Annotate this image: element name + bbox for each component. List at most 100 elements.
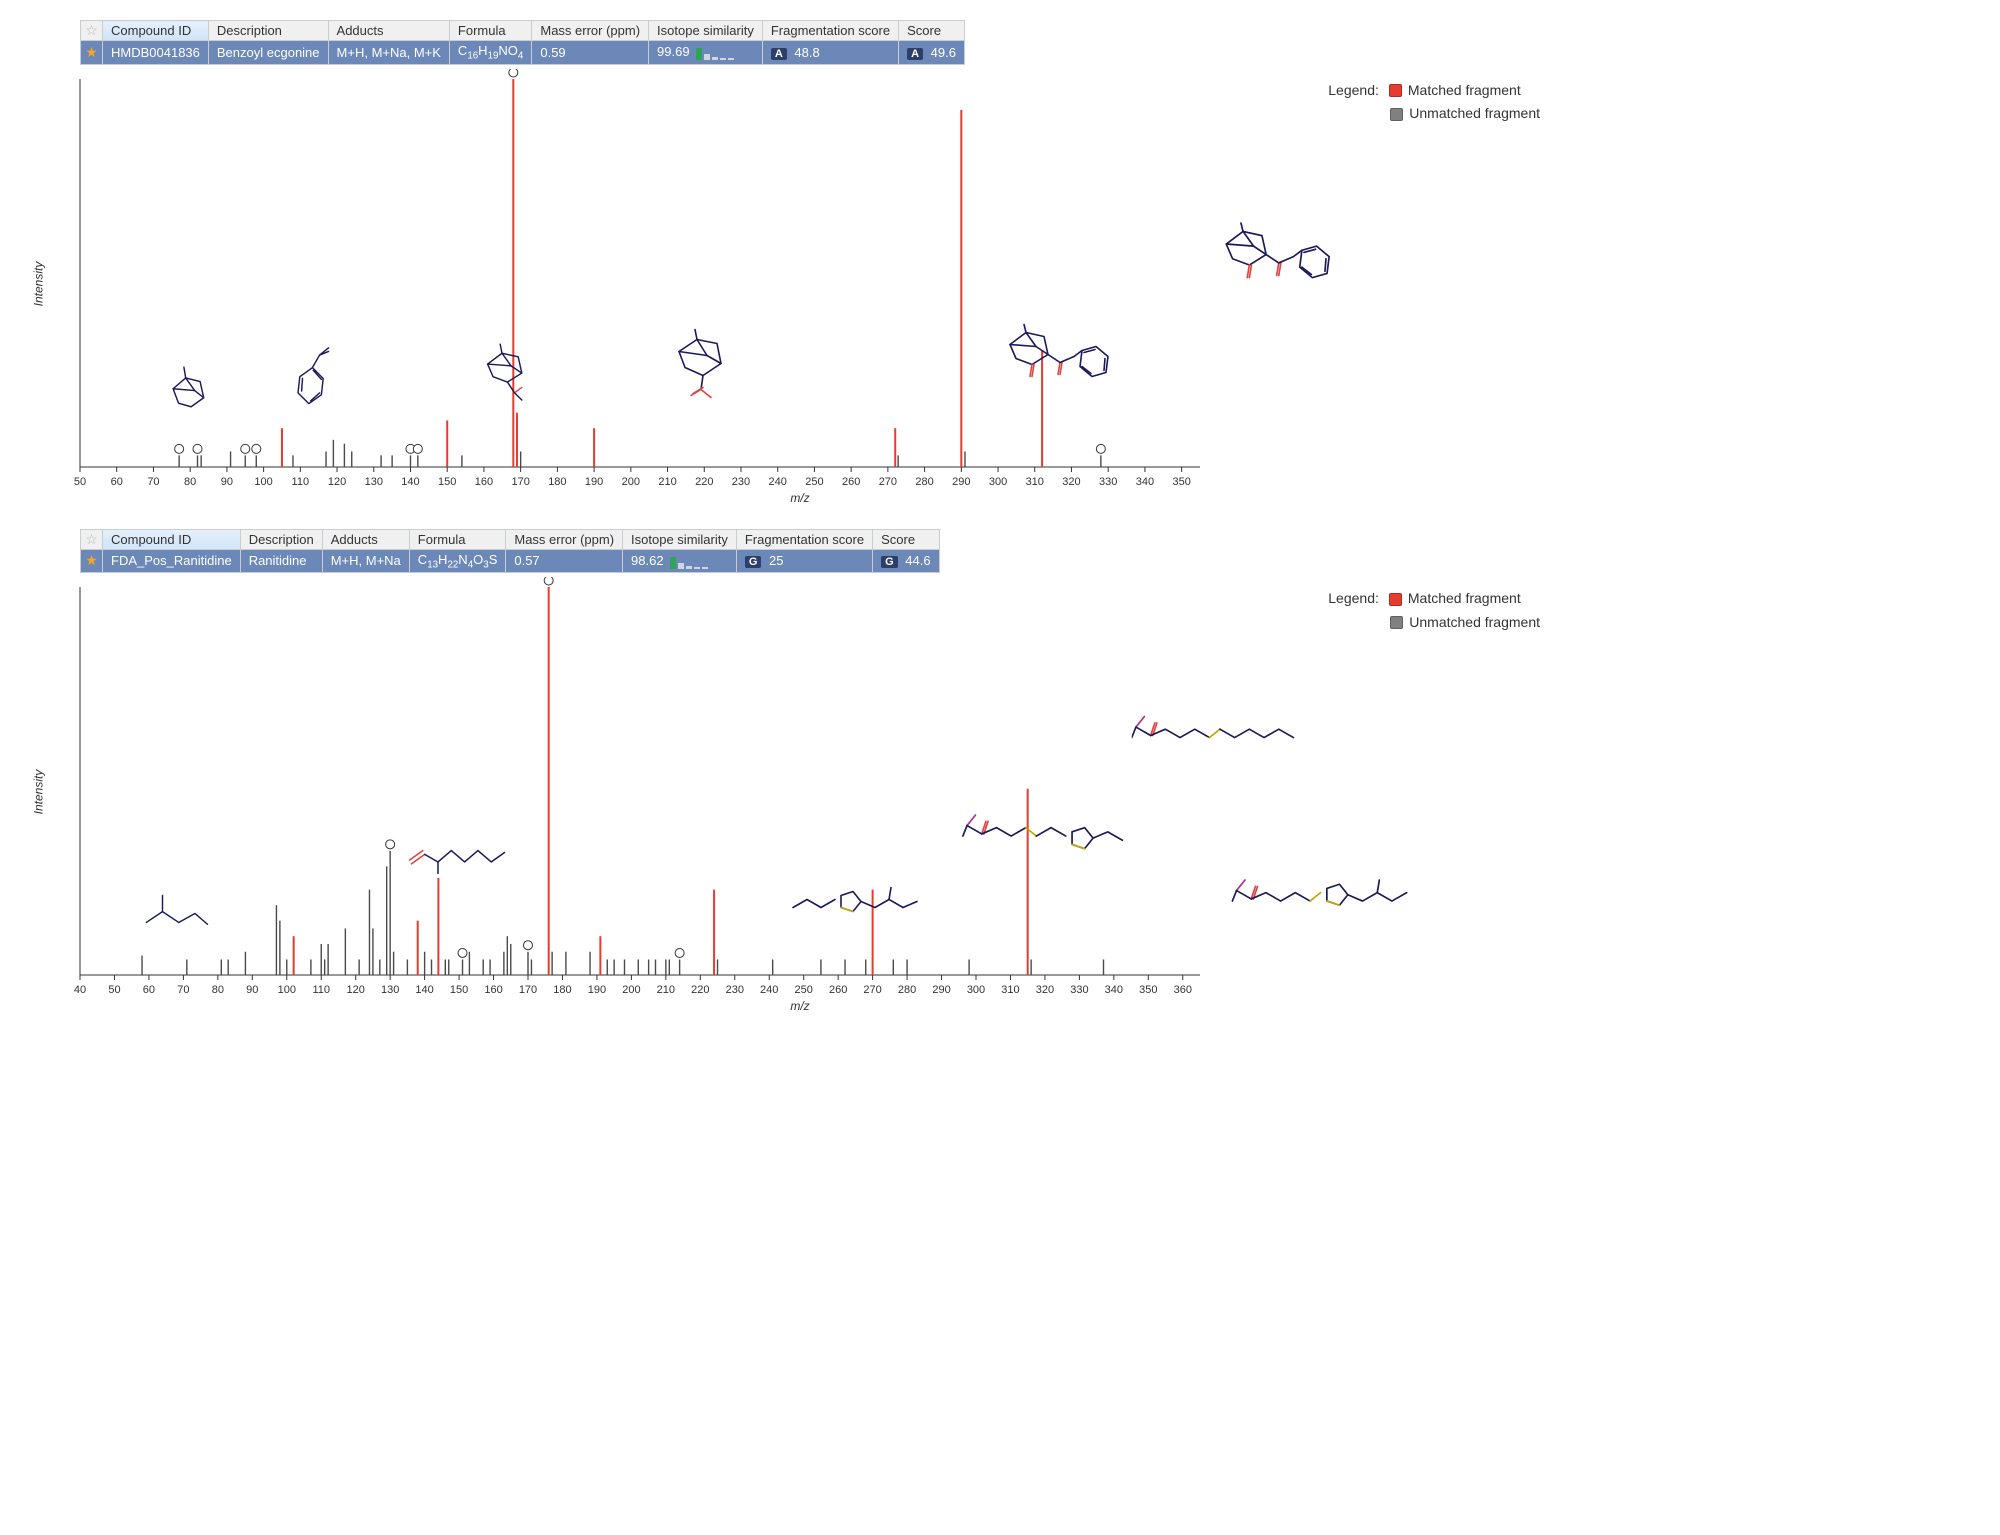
svg-text:100: 100 — [254, 476, 272, 488]
svg-text:50: 50 — [74, 476, 86, 488]
molecule-structure — [136, 884, 217, 941]
svg-text:130: 130 — [365, 476, 383, 488]
svg-text:350: 350 — [1172, 476, 1190, 488]
svg-text:220: 220 — [691, 984, 709, 996]
svg-text:330: 330 — [1070, 984, 1088, 996]
isotope-bars — [670, 554, 710, 569]
grade-badge: G — [745, 556, 762, 568]
svg-text:350: 350 — [1139, 984, 1157, 996]
molecule-structure — [475, 341, 547, 416]
table-row[interactable]: ★HMDB0041836Benzoyl ecgonineM+H, M+Na, M… — [81, 41, 965, 65]
cell: ★ — [81, 41, 103, 65]
svg-text:280: 280 — [915, 476, 933, 488]
table-row[interactable]: ★FDA_Pos_RanitidineRanitidineM+H, M+NaC1… — [81, 549, 940, 573]
col-star[interactable]: ☆ — [81, 21, 103, 41]
svg-text:300: 300 — [967, 984, 985, 996]
column-header[interactable]: Compound ID — [103, 21, 209, 41]
svg-text:80: 80 — [184, 476, 196, 488]
cell: C16H19NO4 — [449, 41, 531, 65]
cell: M+H, M+Na, M+K — [328, 41, 449, 65]
svg-text:230: 230 — [732, 476, 750, 488]
svg-text:40: 40 — [74, 984, 86, 996]
svg-text:150: 150 — [438, 476, 456, 488]
column-header[interactable]: Adducts — [328, 21, 449, 41]
column-header[interactable]: Score — [873, 529, 939, 549]
molecule-structure — [289, 341, 343, 416]
svg-text:160: 160 — [475, 476, 493, 488]
x-axis-label: m/z — [790, 491, 809, 505]
svg-text:340: 340 — [1136, 476, 1154, 488]
column-header[interactable]: Compound ID — [103, 529, 241, 549]
column-header[interactable]: Mass error (ppm) — [506, 529, 623, 549]
svg-text:150: 150 — [450, 984, 468, 996]
column-header[interactable]: Description — [208, 21, 328, 41]
column-header[interactable]: Isotope similarity — [649, 21, 763, 41]
svg-text:260: 260 — [842, 476, 860, 488]
column-header[interactable]: Description — [240, 529, 322, 549]
svg-text:330: 330 — [1099, 476, 1117, 488]
svg-text:290: 290 — [952, 476, 970, 488]
svg-text:60: 60 — [111, 476, 123, 488]
svg-text:140: 140 — [401, 476, 419, 488]
isotope-bars — [696, 45, 736, 60]
cell: 99.69 — [649, 41, 763, 65]
svg-text:170: 170 — [519, 984, 537, 996]
molecule-structure — [787, 877, 937, 930]
legend: Legend: Matched fragment Unmatched fragm… — [1328, 587, 1540, 635]
molecule-structure — [1000, 322, 1130, 425]
svg-text:310: 310 — [1026, 476, 1044, 488]
svg-text:180: 180 — [553, 984, 571, 996]
svg-text:270: 270 — [863, 984, 881, 996]
cell: 98.62 — [623, 549, 737, 573]
column-header[interactable]: Score — [899, 21, 965, 41]
svg-text:110: 110 — [312, 984, 330, 996]
star-icon[interactable]: ★ — [85, 44, 98, 60]
svg-text:230: 230 — [726, 984, 744, 996]
molecule-structure — [661, 327, 751, 420]
svg-text:170: 170 — [511, 476, 529, 488]
legend-label: Matched fragment — [1408, 587, 1521, 611]
cell: G 44.6 — [873, 549, 939, 573]
column-header[interactable]: Mass error (ppm) — [532, 21, 649, 41]
svg-text:110: 110 — [292, 476, 310, 488]
svg-text:360: 360 — [1174, 984, 1192, 996]
legend: Legend: Matched fragment Unmatched fragm… — [1328, 79, 1540, 127]
column-header[interactable]: Formula — [449, 21, 531, 41]
cell: A 49.6 — [899, 41, 965, 65]
legend-title: Legend: — [1328, 587, 1379, 611]
svg-text:100: 100 — [278, 984, 296, 996]
svg-text:70: 70 — [177, 984, 189, 996]
y-axis-label: Intensity — [31, 261, 45, 306]
column-header[interactable]: Fragmentation score — [736, 529, 872, 549]
cell: ★ — [81, 549, 103, 573]
svg-text:70: 70 — [147, 476, 159, 488]
compound-table[interactable]: ☆Compound IDDescriptionAdductsFormulaMas… — [80, 529, 940, 574]
column-header[interactable]: Fragmentation score — [762, 21, 898, 41]
column-header[interactable]: Adducts — [322, 529, 409, 549]
legend-swatch-unmatched — [1390, 616, 1403, 629]
compound-table[interactable]: ☆Compound IDDescriptionAdductsFormulaMas… — [80, 20, 965, 65]
molecule-structure — [1132, 708, 1311, 764]
grade-badge: A — [771, 48, 787, 60]
star-icon[interactable]: ★ — [85, 552, 98, 568]
column-header[interactable]: Formula — [409, 529, 506, 549]
legend-swatch-matched — [1389, 593, 1402, 606]
col-star[interactable]: ☆ — [81, 529, 103, 549]
x-axis-label: m/z — [790, 999, 809, 1013]
legend-label: Unmatched fragment — [1409, 611, 1540, 635]
svg-text:280: 280 — [898, 984, 916, 996]
svg-text:200: 200 — [622, 984, 640, 996]
legend-title: Legend: — [1328, 79, 1379, 103]
svg-text:290: 290 — [932, 984, 950, 996]
column-header[interactable]: Isotope similarity — [623, 529, 737, 549]
cell: C13H22N4O3S — [409, 549, 506, 573]
svg-text:300: 300 — [989, 476, 1007, 488]
svg-text:240: 240 — [769, 476, 787, 488]
svg-text:90: 90 — [221, 476, 233, 488]
spectrum-plot: 4050607080901001101201301401501601701801… — [20, 577, 1580, 1007]
svg-text:240: 240 — [760, 984, 778, 996]
svg-text:160: 160 — [484, 984, 502, 996]
svg-text:260: 260 — [829, 984, 847, 996]
spectrum-panel: ☆Compound IDDescriptionAdductsFormulaMas… — [20, 529, 1980, 1008]
cell: Ranitidine — [240, 549, 322, 573]
